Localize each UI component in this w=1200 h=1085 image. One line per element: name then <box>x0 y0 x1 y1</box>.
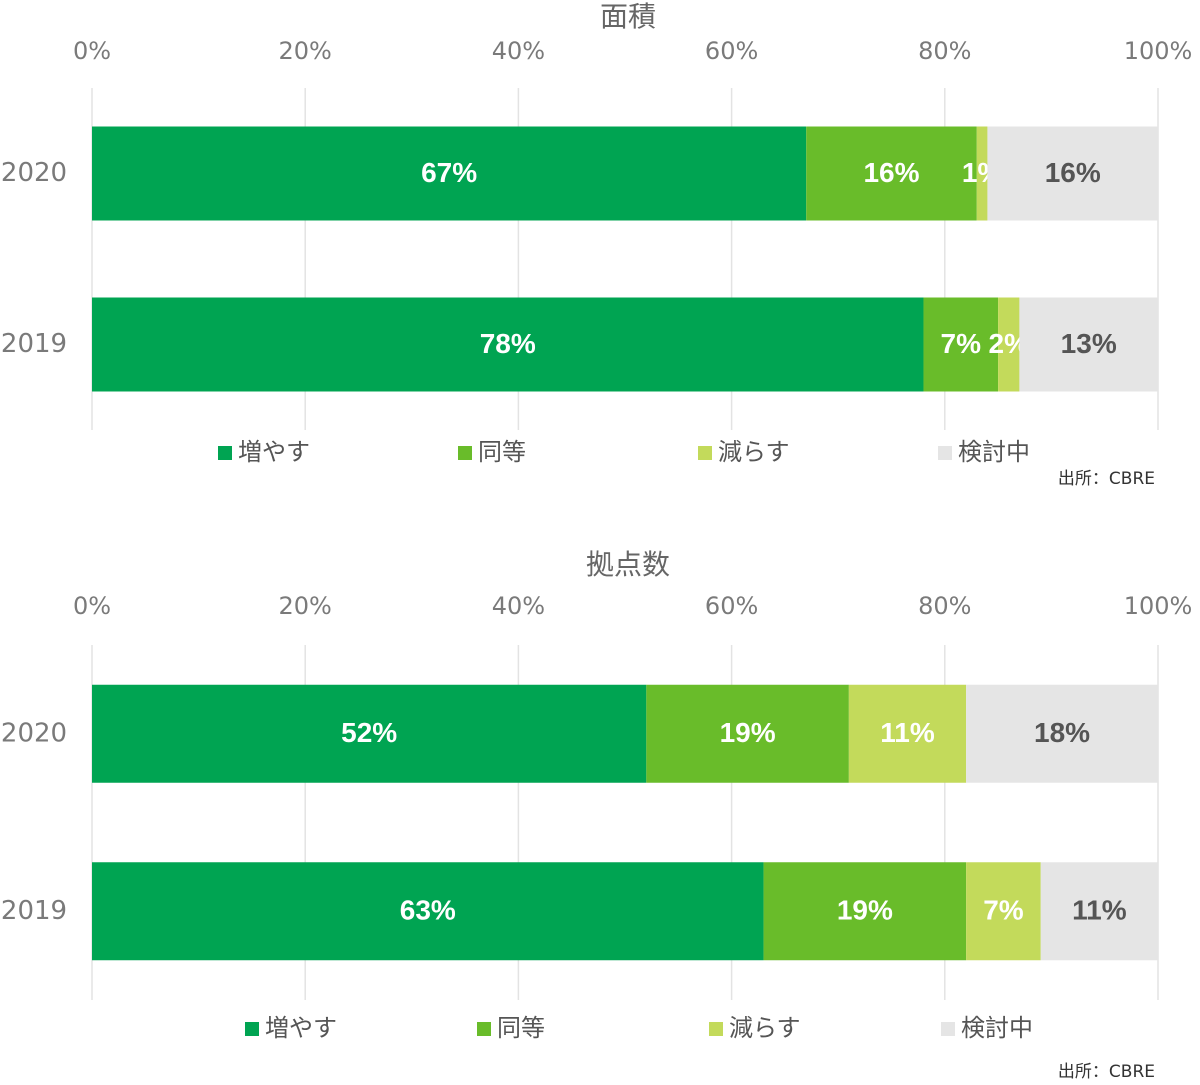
legend-label: 検討中 <box>961 1014 1033 1042</box>
bar-segment <box>92 297 924 392</box>
bar-segment <box>92 126 807 221</box>
y-tick-label: 2019 <box>1 896 67 926</box>
source-note: 出所：CBRE <box>1058 469 1155 489</box>
value-label: 52% <box>341 717 397 748</box>
legend-swatch <box>477 1022 491 1036</box>
bar-segment <box>1019 297 1158 392</box>
bar-segment <box>92 862 764 961</box>
bar-segment <box>806 126 977 221</box>
legend-swatch <box>458 446 472 460</box>
legend-label: 検討中 <box>958 438 1030 466</box>
bar-segment <box>92 684 647 783</box>
source-note: 出所：CBRE <box>1058 1062 1155 1082</box>
value-label: 11% <box>880 717 935 748</box>
bar-segment <box>966 684 1158 783</box>
y-tick-label: 2019 <box>1 329 67 359</box>
value-label: 7% <box>941 328 982 359</box>
bar-segment <box>848 684 967 783</box>
x-tick-label: 100% <box>1124 37 1193 65</box>
x-tick-label: 40% <box>492 592 545 620</box>
legend-label: 増やす <box>265 1014 337 1042</box>
legend-label: 同等 <box>497 1014 545 1042</box>
legend-label: 減らす <box>729 1014 801 1042</box>
bar-segment <box>1040 862 1158 961</box>
legend-label: 同等 <box>478 438 526 466</box>
value-label: 11% <box>1072 895 1127 926</box>
x-tick-label: 60% <box>705 592 758 620</box>
bar-segment <box>976 126 988 221</box>
x-tick-label: 0% <box>73 592 111 620</box>
legend-swatch <box>245 1022 259 1036</box>
y-tick-label: 2020 <box>1 158 67 188</box>
chart-title: 面積 <box>600 0 656 33</box>
legend-swatch <box>941 1022 955 1036</box>
value-label: 19% <box>837 895 893 926</box>
x-tick-label: 100% <box>1124 592 1193 620</box>
x-tick-label: 80% <box>918 592 971 620</box>
bar-segment <box>763 862 967 961</box>
x-tick-label: 20% <box>279 592 332 620</box>
value-label: 18% <box>1034 717 1090 748</box>
x-tick-label: 40% <box>492 37 545 65</box>
bar-segment <box>998 297 1020 392</box>
value-label: 63% <box>400 895 456 926</box>
legend-swatch <box>709 1022 723 1036</box>
bar-segment <box>923 297 999 392</box>
x-tick-label: 60% <box>705 37 758 65</box>
x-tick-label: 0% <box>73 37 111 65</box>
bar-segment <box>646 684 849 783</box>
bar-segment <box>987 126 1158 221</box>
value-label: 7% <box>983 895 1024 926</box>
legend-label: 増やす <box>238 438 310 466</box>
x-tick-label: 80% <box>918 37 971 65</box>
value-label: 19% <box>720 717 776 748</box>
chart-title: 拠点数 <box>586 548 670 581</box>
value-label: 16% <box>1045 157 1101 188</box>
legend-swatch <box>698 446 712 460</box>
value-label: 16% <box>863 157 919 188</box>
y-tick-label: 2020 <box>1 718 67 748</box>
legend-swatch <box>938 446 952 460</box>
legend-swatch <box>218 446 232 460</box>
value-label: 67% <box>421 157 477 188</box>
bar-segment <box>966 862 1041 961</box>
legend-label: 減らす <box>718 438 790 466</box>
x-tick-label: 20% <box>279 37 332 65</box>
value-label: 13% <box>1061 328 1117 359</box>
value-label: 78% <box>480 328 536 359</box>
